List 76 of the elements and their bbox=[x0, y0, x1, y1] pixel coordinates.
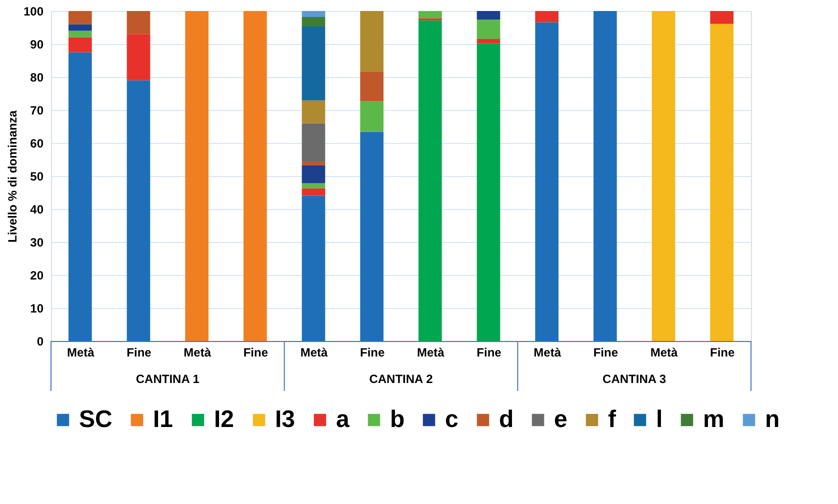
bar bbox=[652, 11, 676, 341]
y-tick-label: 10 bbox=[30, 302, 44, 316]
bar bbox=[302, 123, 326, 162]
y-tick-label: 100 bbox=[23, 4, 44, 18]
y-tick-label: 30 bbox=[30, 236, 44, 250]
bar bbox=[68, 30, 92, 38]
x-tick-label: Fine bbox=[476, 346, 502, 360]
bar bbox=[185, 11, 208, 341]
bar bbox=[302, 100, 326, 124]
bar bbox=[126, 80, 150, 341]
x-tick-label: Fine bbox=[243, 346, 268, 360]
bar bbox=[535, 22, 558, 341]
bar bbox=[68, 37, 92, 52]
bar bbox=[418, 11, 442, 18]
bar bbox=[302, 161, 326, 166]
bar bbox=[594, 11, 617, 341]
bar bbox=[302, 183, 326, 188]
y-tick-label: 70 bbox=[30, 104, 44, 118]
bar bbox=[360, 132, 384, 341]
bar bbox=[302, 11, 326, 17]
y-tick-label: 50 bbox=[30, 170, 44, 184]
bar bbox=[710, 11, 734, 24]
bar bbox=[68, 52, 92, 341]
legend-label: a bbox=[336, 406, 350, 433]
bar bbox=[535, 11, 558, 22]
legend-label: l bbox=[656, 406, 663, 433]
bar bbox=[126, 34, 150, 80]
bar bbox=[302, 26, 326, 100]
y-tick-label: 60 bbox=[30, 136, 44, 150]
y-tick-label: 90 bbox=[30, 38, 44, 52]
x-tick-label: Metà bbox=[184, 346, 212, 360]
bar bbox=[418, 20, 442, 341]
bar bbox=[126, 11, 150, 34]
bar bbox=[476, 20, 500, 40]
x-tick-label: Metà bbox=[650, 346, 678, 360]
x-tick-label: Metà bbox=[416, 346, 445, 360]
bar bbox=[68, 11, 92, 24]
x-tick-label: Metà bbox=[66, 346, 95, 360]
bar bbox=[302, 188, 326, 196]
bar bbox=[302, 16, 326, 27]
text: CANTINA 1 bbox=[136, 372, 200, 386]
y-tick-label: 40 bbox=[30, 202, 44, 216]
x-tick-label: Metà bbox=[300, 346, 328, 360]
text: CANTINA 3 bbox=[602, 372, 666, 386]
legend-label: I3 bbox=[275, 406, 296, 433]
bar bbox=[302, 165, 326, 184]
legend-label: m bbox=[703, 406, 724, 433]
legend-label: b bbox=[390, 406, 405, 433]
y-tick-label: 20 bbox=[30, 268, 44, 282]
bar bbox=[360, 101, 384, 132]
x-tick-label: Fine bbox=[360, 346, 385, 360]
legend-label: e bbox=[554, 406, 568, 433]
y-tick-label: 0 bbox=[36, 334, 44, 348]
bar bbox=[476, 43, 500, 341]
bar bbox=[244, 11, 267, 341]
legend-label: d bbox=[499, 406, 514, 433]
text: CANTINA 2 bbox=[369, 372, 434, 386]
legend-label: I2 bbox=[214, 406, 234, 433]
x-tick-label: Metà bbox=[534, 346, 562, 360]
y-tick-label: 80 bbox=[30, 70, 44, 84]
x-tick-label: Fine bbox=[126, 346, 152, 360]
bar bbox=[302, 196, 326, 341]
legend-label: n bbox=[765, 406, 780, 433]
legend-label: I1 bbox=[153, 406, 174, 433]
legend-label: c bbox=[445, 406, 458, 433]
bar bbox=[360, 72, 384, 102]
legend-label: f bbox=[608, 406, 617, 433]
x-tick-label: Fine bbox=[710, 346, 735, 360]
legend-label: SC bbox=[79, 406, 112, 433]
y-axis-title: Livello % di dominanza bbox=[5, 110, 20, 243]
bar bbox=[476, 11, 500, 20]
bar bbox=[68, 24, 92, 31]
bar bbox=[360, 11, 384, 72]
bar bbox=[710, 24, 734, 341]
x-tick-label: Fine bbox=[593, 346, 618, 360]
bar bbox=[476, 39, 500, 44]
